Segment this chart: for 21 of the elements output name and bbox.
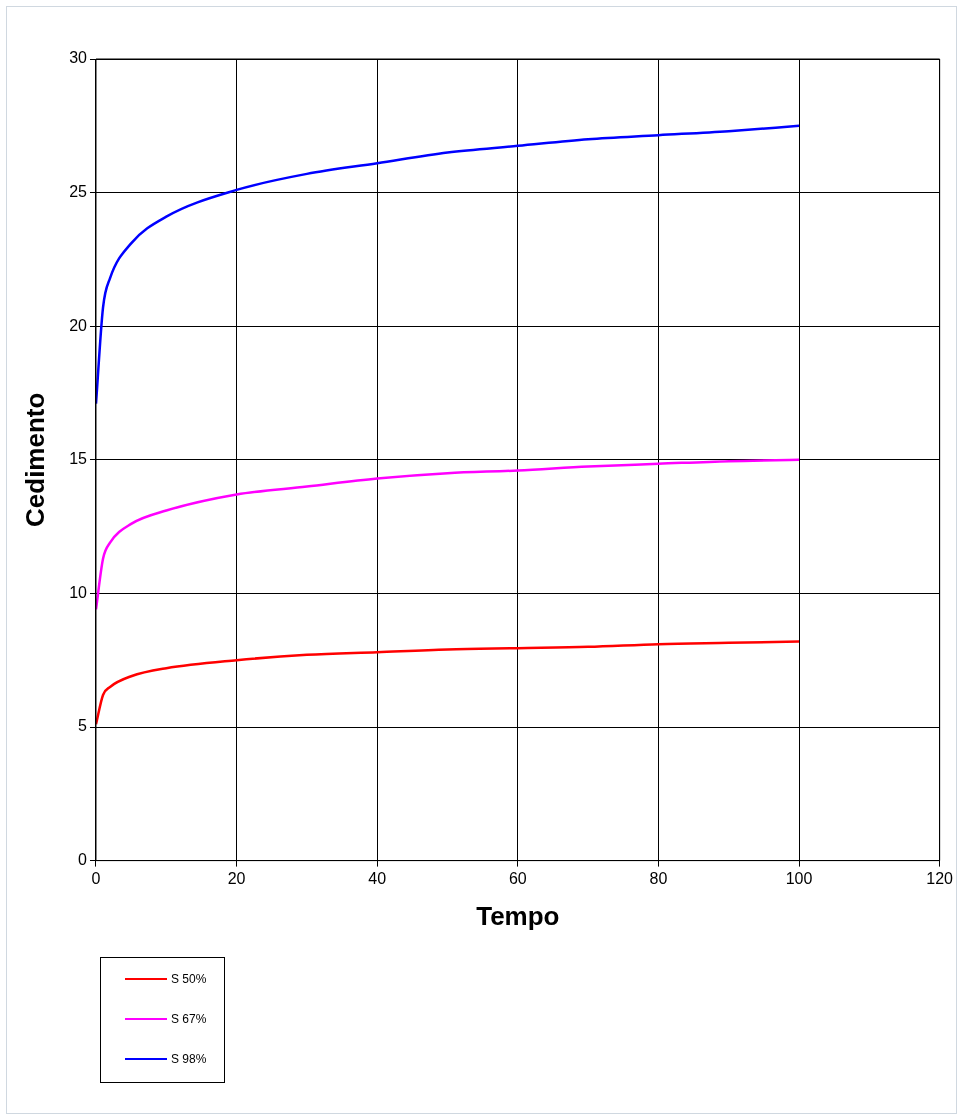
- x-axis-title: Tempo: [476, 900, 560, 931]
- y-axis-title: Cedimento: [19, 392, 50, 527]
- y-tick-label: 10: [69, 583, 88, 601]
- y-tick-label: 30: [69, 49, 88, 67]
- x-tick-label: 60: [508, 869, 527, 887]
- line-series: [96, 640, 801, 726]
- y-tick-label: 25: [69, 183, 88, 201]
- x-tick-label: 100: [785, 869, 813, 887]
- x-tick-label: 120: [926, 869, 954, 887]
- y-tick-label: 5: [78, 717, 88, 735]
- legend-label: S 98%: [171, 1052, 207, 1066]
- y-tick-label: 0: [78, 851, 88, 869]
- x-tick-label: 80: [649, 869, 668, 887]
- legend-label: S 67%: [171, 1012, 207, 1026]
- x-tick-label: 0: [91, 869, 101, 887]
- x-tick-label: 20: [227, 869, 246, 887]
- y-tick-label: 15: [69, 450, 88, 468]
- y-tick-label: 20: [69, 316, 88, 334]
- line-series: [96, 458, 801, 611]
- legend-label: S 50%: [171, 972, 207, 986]
- x-tick-label: 40: [368, 869, 387, 887]
